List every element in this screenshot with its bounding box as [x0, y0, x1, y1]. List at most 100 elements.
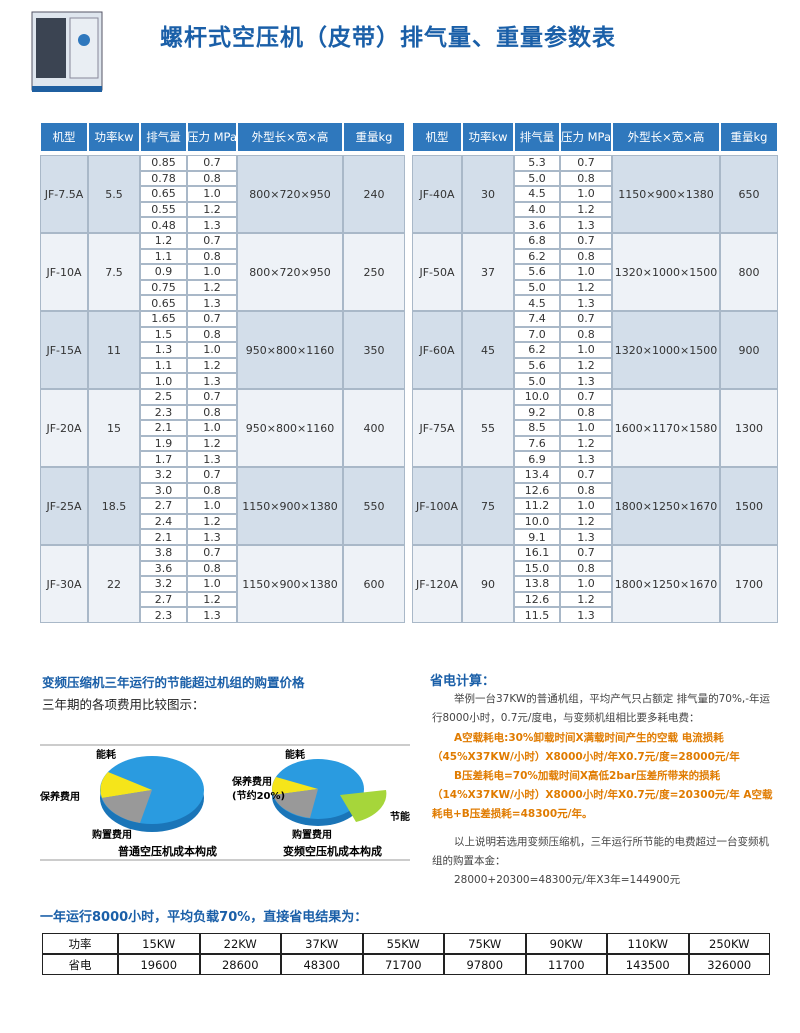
pressure-cell: 0.8	[560, 248, 612, 265]
pressure-cell: 1.0	[187, 420, 237, 436]
flow-cell: 5.0	[514, 373, 560, 389]
pressure-cell: 1.2	[187, 357, 237, 374]
flow-cell: 6.8	[514, 233, 560, 249]
calc-paragraph: A空载耗电:30%卸载时间X满载时间产生的空载 电流损耗（45%X37KW/小时…	[432, 732, 740, 763]
dims-cell: 1320×1000×1500	[612, 311, 720, 389]
result-cell: 71700	[362, 954, 444, 975]
section-subheading: 三年期的各项费用比较图示：	[42, 697, 205, 712]
flow-cell: 2.4	[140, 513, 187, 530]
pressure-cell: 1.0	[187, 498, 237, 514]
flow-cell: 3.0	[140, 482, 187, 499]
model-cell: JF-30A	[40, 545, 88, 623]
model-cell: JF-25A	[40, 467, 88, 545]
pressure-cell: 1.0	[560, 420, 612, 436]
flow-cell: 12.6	[514, 482, 560, 499]
pressure-cell: 0.7	[560, 545, 612, 561]
pressure-cell: 0.7	[187, 545, 237, 561]
power-cell: 11	[88, 311, 140, 389]
weight-cell: 350	[343, 311, 405, 389]
pressure-cell: 1.3	[187, 217, 237, 233]
pressure-cell: 1.3	[187, 529, 237, 545]
flow-cell: 2.3	[140, 404, 187, 421]
dims-cell: 950×800×1160	[237, 311, 343, 389]
flow-cell: 0.75	[140, 279, 187, 296]
power-cell: 15	[88, 389, 140, 467]
weight-cell: 550	[343, 467, 405, 545]
weight-cell: 800	[720, 233, 778, 311]
flow-cell: 1.2	[140, 233, 187, 249]
pie-label: 能耗	[285, 750, 305, 761]
pie-vfd	[272, 759, 387, 826]
pressure-cell: 0.8	[560, 404, 612, 421]
flow-cell: 13.8	[514, 576, 560, 592]
flow-cell: 2.1	[140, 420, 187, 436]
section-heading: 变频压缩机三年运行的节能超过机组的购置价格	[42, 675, 305, 690]
pressure-cell: 1.3	[560, 295, 612, 311]
compressor-image	[31, 11, 103, 92]
weight-cell: 250	[343, 233, 405, 311]
power-cell: 22	[88, 545, 140, 623]
pie-label: 购置费用	[92, 830, 132, 841]
power-cell: 30	[462, 155, 514, 233]
result-cell: 省电	[42, 954, 118, 975]
flow-cell: 3.6	[140, 560, 187, 577]
dims-cell: 800×720×950	[237, 155, 343, 233]
calc-paragraph: B压差耗电=70%加载时间X高低2bar压差所带来的损耗（14%X37KW/小时…	[432, 770, 773, 820]
result-cell: 11700	[525, 954, 607, 975]
column-header: 压力 MPa	[187, 122, 237, 152]
weight-cell: 1700	[720, 545, 778, 623]
column-header: 功率kw	[88, 122, 140, 152]
dims-cell: 1150×900×1380	[612, 155, 720, 233]
weight-cell: 1500	[720, 467, 778, 545]
weight-cell: 600	[343, 545, 405, 623]
result-cell: 90KW	[525, 933, 607, 954]
pressure-cell: 1.3	[187, 607, 237, 623]
pressure-cell: 1.0	[560, 576, 612, 592]
flow-cell: 1.1	[140, 248, 187, 265]
flow-cell: 13.4	[514, 467, 560, 483]
model-cell: JF-100A	[412, 467, 462, 545]
flow-cell: 3.2	[140, 467, 187, 483]
dims-cell: 1150×900×1380	[237, 545, 343, 623]
flow-cell: 6.9	[514, 451, 560, 467]
pressure-cell: 0.8	[187, 404, 237, 421]
flow-cell: 10.0	[514, 513, 560, 530]
pressure-cell: 0.8	[187, 482, 237, 499]
power-cell: 7.5	[88, 233, 140, 311]
column-header: 排气量	[514, 122, 560, 152]
model-cell: JF-120A	[412, 545, 462, 623]
power-cell: 18.5	[88, 467, 140, 545]
model-cell: JF-10A	[40, 233, 88, 311]
flow-cell: 7.0	[514, 326, 560, 343]
flow-cell: 3.2	[140, 576, 187, 592]
power-cell: 45	[462, 311, 514, 389]
flow-cell: 2.3	[140, 607, 187, 623]
pressure-cell: 0.7	[560, 233, 612, 249]
flow-cell: 11.2	[514, 498, 560, 514]
pressure-cell: 1.3	[560, 607, 612, 623]
column-header: 重量kg	[720, 122, 778, 152]
pressure-cell: 0.7	[187, 389, 237, 405]
result-cell: 326000	[688, 954, 770, 975]
result-cell: 75KW	[444, 933, 526, 954]
flow-cell: 9.2	[514, 404, 560, 421]
pressure-cell: 1.0	[187, 264, 237, 280]
pie-label: (节约20%)	[232, 791, 286, 802]
flow-cell: 15.0	[514, 560, 560, 577]
column-header: 压力 MPa	[560, 122, 612, 152]
pressure-cell: 0.8	[187, 170, 237, 187]
flow-cell: 4.0	[514, 201, 560, 218]
flow-cell: 1.5	[140, 326, 187, 343]
pressure-cell: 1.2	[560, 435, 612, 452]
result-cell: 250KW	[688, 933, 770, 954]
flow-cell: 2.7	[140, 498, 187, 514]
pie-caption: 变频空压机成本构成	[283, 845, 382, 858]
result-cell: 48300	[281, 954, 363, 975]
flow-cell: 7.4	[514, 311, 560, 327]
pressure-cell: 1.2	[560, 279, 612, 296]
flow-cell: 1.1	[140, 357, 187, 374]
pressure-cell: 1.2	[187, 201, 237, 218]
weight-cell: 900	[720, 311, 778, 389]
column-header: 机型	[412, 122, 462, 152]
